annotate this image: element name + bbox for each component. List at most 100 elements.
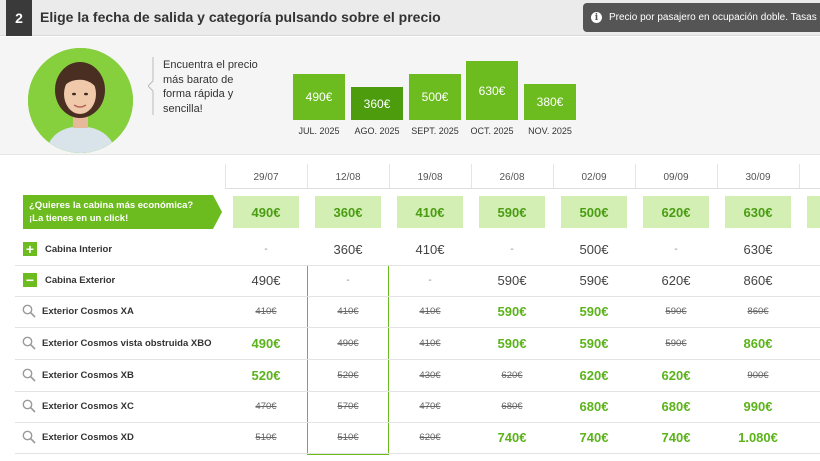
step-title: Elige la fecha de salida y categoría pul… [40, 9, 441, 25]
price-cell[interactable]: 740€ [661, 430, 691, 445]
month-label-nov: NOV. 2025 [528, 126, 572, 136]
month-label-jul: JUL. 2025 [298, 126, 340, 136]
month-label-oct: OCT. 2025 [470, 126, 514, 136]
price-cell: 490€ [337, 338, 359, 349]
cheapest-price-cell[interactable]: 620€ [643, 196, 709, 228]
price-cell[interactable]: 740€ [497, 430, 527, 445]
selected-date-column [307, 265, 389, 455]
date-header: 30/09 [745, 172, 771, 183]
price-cell: 590€ [665, 338, 687, 349]
date-header: 29/07 [253, 172, 279, 183]
price-cell[interactable]: 590€ [579, 336, 609, 351]
price-cell[interactable]: 620€ [661, 273, 691, 288]
search-icon[interactable] [22, 368, 36, 382]
cheapest-price-cell[interactable]: 360€ [315, 196, 381, 228]
price-cell: - [510, 244, 514, 255]
price-cell[interactable]: 680€ [661, 399, 691, 414]
cabin-row-label: Exterior Cosmos XB [42, 370, 134, 381]
cheapest-price-cell[interactable]: 410€ [397, 196, 463, 228]
price-cell[interactable]: 590€ [579, 304, 609, 319]
price-cell: 470€ [255, 401, 277, 412]
price-cell: 410€ [255, 306, 277, 317]
cheapest-price-cell[interactable]: 500€ [561, 196, 627, 228]
row-divider [15, 296, 820, 297]
price-cell: 510€ [255, 432, 277, 443]
price-cell[interactable]: 360€ [333, 242, 363, 257]
column-divider [389, 164, 390, 189]
price-cell[interactable]: 740€ [579, 430, 609, 445]
price-info-banner: i Precio por pasajero en ocupación doble… [583, 3, 820, 32]
cheapest-price-cell[interactable]: 490€ [233, 196, 299, 228]
price-cell[interactable]: 490€ [251, 273, 281, 288]
price-cell: 430€ [419, 370, 441, 381]
row-divider [15, 359, 820, 360]
price-cell[interactable]: 590€ [497, 273, 527, 288]
price-cell: 510€ [337, 432, 359, 443]
row-divider [15, 327, 820, 328]
price-cell: 900€ [747, 370, 769, 381]
price-info-text: Precio por pasajero en ocupación doble. … [609, 12, 820, 23]
price-cell[interactable]: 620€ [579, 368, 609, 383]
cheapest-month-promo: Encuentra el precio más barato de forma … [0, 37, 820, 155]
search-icon[interactable] [22, 430, 36, 444]
price-cell[interactable]: 590€ [497, 336, 527, 351]
date-header-divider [225, 188, 820, 189]
speech-bubble-line [148, 57, 154, 115]
search-icon[interactable] [22, 304, 36, 318]
cabin-row-label: Exterior Cosmos XC [42, 401, 134, 412]
cheapest-price-cell[interactable]: 630€ [725, 196, 791, 228]
minus-icon[interactable]: − [23, 273, 37, 287]
price-cell[interactable]: 860€ [743, 336, 773, 351]
price-cell[interactable]: 860€ [743, 273, 773, 288]
price-cell[interactable]: 490€ [251, 336, 281, 351]
date-header: 26/08 [499, 172, 525, 183]
price-cell[interactable]: 500€ [579, 242, 609, 257]
price-cell[interactable]: 990€ [743, 399, 773, 414]
date-header: 02/09 [581, 172, 607, 183]
price-cell: - [264, 244, 268, 255]
search-icon[interactable] [22, 336, 36, 350]
month-label-ago: AGO. 2025 [354, 126, 400, 136]
month-bar-oct[interactable]: 630€ [466, 61, 518, 120]
date-header: 12/08 [335, 172, 361, 183]
price-cell: - [674, 244, 678, 255]
cabin-row-label: Exterior Cosmos vista obstruida XBO [42, 338, 212, 349]
column-divider [635, 164, 636, 189]
price-cell[interactable]: 520€ [251, 368, 281, 383]
price-cell[interactable]: 590€ [497, 304, 527, 319]
price-cell: 680€ [501, 401, 523, 412]
cheapest-price-cell[interactable]: 590€ [479, 196, 545, 228]
cabin-row-label[interactable]: Cabina Interior [45, 244, 113, 255]
price-cell[interactable]: 620€ [661, 368, 691, 383]
cabin-row-label[interactable]: Cabina Exterior [45, 275, 116, 286]
month-bar-ago[interactable]: 360€ [351, 87, 403, 120]
price-cell[interactable]: 630€ [743, 242, 773, 257]
price-cell[interactable]: 680€ [579, 399, 609, 414]
info-icon: i [591, 12, 602, 23]
column-divider [307, 164, 308, 189]
price-cell: 620€ [419, 432, 441, 443]
price-cell: 410€ [419, 306, 441, 317]
plus-icon[interactable]: + [23, 242, 37, 256]
row-divider [15, 265, 820, 266]
column-divider [225, 164, 226, 189]
price-cell: 520€ [337, 370, 359, 381]
price-cell[interactable]: 1.080€ [738, 430, 778, 445]
month-label-sept: SEPT. 2025 [411, 126, 459, 136]
promo-text: Encuentra el precio más barato de forma … [163, 59, 258, 115]
assistant-avatar [28, 48, 133, 153]
price-cell: - [346, 275, 350, 286]
column-divider [471, 164, 472, 189]
price-cell: - [428, 275, 432, 286]
search-icon[interactable] [22, 399, 36, 413]
month-bar-sept[interactable]: 500€ [409, 74, 461, 120]
price-cell: 590€ [665, 306, 687, 317]
month-bar-jul[interactable]: 490€ [293, 74, 345, 120]
price-cell[interactable]: 590€ [579, 273, 609, 288]
price-cell: 410€ [337, 306, 359, 317]
price-cell: 410€ [419, 338, 441, 349]
row-divider [15, 391, 820, 392]
month-bar-nov[interactable]: 380€ [524, 84, 576, 120]
price-cell[interactable]: 410€ [415, 242, 445, 257]
step-number: 2 [6, 0, 32, 36]
